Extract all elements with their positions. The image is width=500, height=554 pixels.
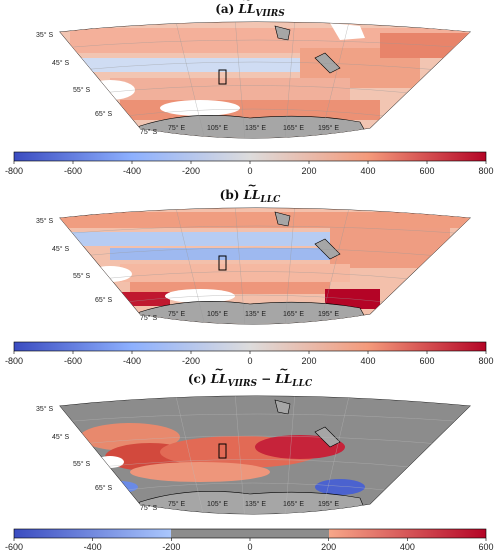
map-panel-b: 35° S 45° S 55° S 65° S 75° S 75° E 105°…	[36, 207, 471, 325]
lat-label-65: 65° S	[95, 484, 113, 492]
colorbar-b: -800 -600 -400 -200 0 200 400 600 800	[5, 341, 494, 366]
lat-label-45: 45° S	[52, 59, 70, 67]
lon-label-105: 105° E	[207, 124, 228, 132]
map-panel-c: 35° S 45° S 55° S 65° S 75° S 75° E 105°…	[36, 395, 471, 515]
lon-label-75: 75° E	[168, 124, 186, 132]
lon-label-195: 195° E	[318, 500, 339, 508]
colorbar-tick-label: -200	[182, 356, 200, 366]
lat-label-55: 55° S	[73, 272, 91, 280]
lat-label-65: 65° S	[95, 296, 113, 304]
lon-label-75: 75° E	[168, 310, 186, 318]
lon-label-135: 135° E	[245, 124, 266, 132]
colorbar-tick-label: -600	[64, 166, 82, 176]
lat-label-35: 35° S	[36, 405, 54, 413]
colorbar-tick-label: 600	[419, 166, 434, 176]
colorbar-a-ticks: -800 -600 -400 -200 0 200 400 600 800	[5, 161, 494, 176]
map-b-field	[60, 208, 470, 324]
colorbar-tick-label: -600	[64, 356, 82, 366]
panel-b-title: (b) LLLLC	[0, 179, 500, 205]
colorbar-tick-label: 800	[478, 166, 493, 176]
panel-a-title: (a) LLVIIRS	[0, 0, 500, 19]
colorbar-tick-label: -400	[123, 166, 141, 176]
colorbar-tick-label: -200	[182, 166, 200, 176]
lat-label-35: 35° S	[36, 217, 54, 225]
colorbar-tick-label: -800	[5, 166, 23, 176]
panel-c-title: (c) LLVIIRS − LLLLC	[0, 363, 500, 389]
lon-label-135: 135° E	[245, 500, 266, 508]
colorbar-tick-label: 400	[400, 542, 415, 552]
lon-label-165: 165° E	[283, 500, 304, 508]
colorbar-tick-label: 200	[301, 356, 316, 366]
colorbar-tick-label: 600	[478, 542, 493, 552]
lat-label-35: 35° S	[36, 31, 54, 39]
colorbar-tick-label: 800	[478, 356, 493, 366]
lat-label-75: 75° S	[140, 504, 158, 512]
lon-label-105: 105° E	[207, 500, 228, 508]
colorbar-b-ticks: -800 -600 -400 -200 0 200 400 600 800	[5, 351, 494, 366]
colorbar-c-ticks: -600 -400 -200 0 200 400 600	[5, 538, 494, 552]
colorbar-tick-label: 0	[247, 166, 252, 176]
lon-label-165: 165° E	[283, 310, 304, 318]
colorbar-tick-label: -800	[5, 356, 23, 366]
colorbar-tick-label: -200	[162, 542, 180, 552]
map-a-field	[60, 22, 470, 138]
colorbar-tick-label: -400	[84, 542, 102, 552]
lon-label-195: 195° E	[318, 124, 339, 132]
colorbar-tick-label: 200	[301, 166, 316, 176]
lat-label-75: 75° S	[140, 314, 158, 322]
lat-label-55: 55° S	[73, 460, 91, 468]
lon-label-165: 165° E	[283, 124, 304, 132]
lat-label-55: 55° S	[73, 86, 91, 94]
colorbar-c: -600 -400 -200 0 200 400 600	[5, 528, 494, 552]
colorbar-tick-label: -400	[123, 356, 141, 366]
colorbar-tick-label: 400	[360, 166, 375, 176]
lon-label-195: 195° E	[318, 310, 339, 318]
colorbar-tick-label: 600	[419, 356, 434, 366]
colorbar-tick-label: 0	[247, 542, 252, 552]
lon-label-75: 75° E	[168, 500, 186, 508]
colorbar-tick-label: 0	[247, 356, 252, 366]
colorbar-tick-label: 400	[360, 356, 375, 366]
colorbar-tick-label: 200	[321, 542, 336, 552]
colorbar-a: -800 -600 -400 -200 0 200 400 600 800	[5, 151, 494, 176]
lat-label-75: 75° S	[140, 128, 158, 136]
lon-label-105: 105° E	[207, 310, 228, 318]
map-panel-a: 35° S 45° S 55° S 65° S 75° S 75° E 105°…	[36, 21, 471, 139]
lat-label-65: 65° S	[95, 110, 113, 118]
lat-label-45: 45° S	[52, 433, 70, 441]
colorbar-tick-label: -600	[5, 542, 23, 552]
lat-label-45: 45° S	[52, 245, 70, 253]
lon-label-135: 135° E	[245, 310, 266, 318]
